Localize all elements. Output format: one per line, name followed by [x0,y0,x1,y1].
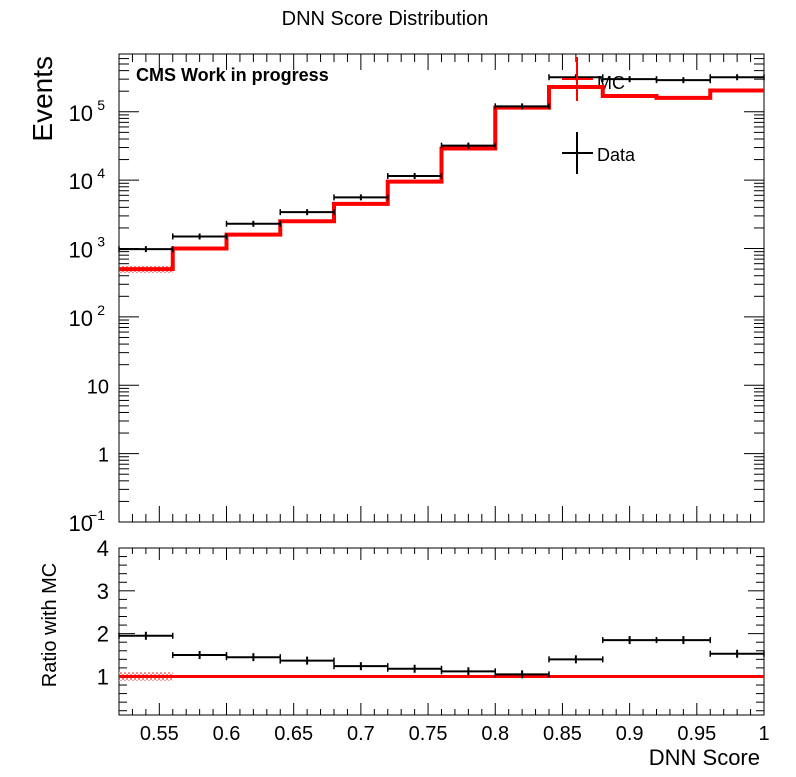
y-tick-label: 10 [69,306,93,331]
cms-annotation: CMS Work in progress [136,65,329,85]
y-tick-label: 1 [98,445,109,467]
y-tick-label: 10 [69,169,93,194]
ratio-plot-frame [118,547,765,716]
x-tick-label: 0.6 [213,723,241,745]
y-tick-label: 10 [87,376,109,398]
x-tick-label: 0.75 [409,723,448,745]
y-axis-label-bottom: Ratio with MC [39,563,61,687]
legend-label-data: Data [597,145,636,165]
chart-title: DNN Score Distribution [282,8,489,30]
y-axis-label-top: Events [27,56,58,142]
ratio-y-tick-label: 1 [97,664,109,689]
y-tick-exponent: 3 [97,234,105,250]
y-tick-exponent: 2 [97,302,105,318]
x-tick-label: 0.85 [543,723,582,745]
x-tick-label: 0.65 [274,723,313,745]
x-axis-label: DNN Score [649,745,760,770]
x-tick-label: 0.8 [481,723,509,745]
ratio-y-tick-label: 4 [97,536,109,561]
x-tick-label: 0.7 [347,723,375,745]
x-tick-label: 0.55 [140,723,179,745]
y-tick-exponent: 5 [97,97,105,113]
ratio-y-tick-label: 2 [97,622,109,647]
x-tick-label: 1 [758,723,769,745]
top-plot-frame [118,53,765,523]
y-tick-label: 10 [69,511,93,536]
x-tick-label: 0.95 [677,723,716,745]
x-tick-label: 0.9 [616,723,644,745]
y-tick-exponent: −1 [89,507,105,523]
y-tick-label: 10 [69,238,93,263]
ratio-y-tick-label: 3 [97,579,109,604]
ratio-panel: 0.55 0.6 0.65 0.7 0.75 0.8 0.85 0.9 0.95 1 4 3 2 1 [97,536,770,745]
y-tick-label: 10 [69,101,93,126]
y-tick-exponent: 4 [97,165,105,181]
